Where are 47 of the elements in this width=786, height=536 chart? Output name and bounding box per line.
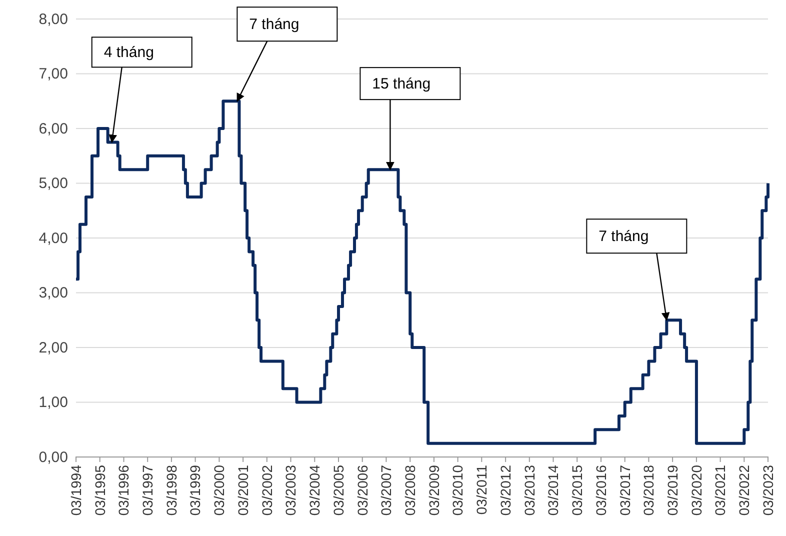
x-tick-label: 03/1999 [187, 464, 204, 516]
x-tick-label: 03/2005 [330, 464, 346, 516]
label-box: 7 tháng [236, 6, 338, 42]
x-tick-label: 03/2004 [306, 464, 323, 516]
x-tick-label: 03/2016 [592, 464, 609, 516]
x-tick-label: 03/2015 [569, 464, 585, 516]
x-tick-label: 03/2012 [497, 464, 514, 516]
y-tick-label: 6,00 [38, 120, 68, 138]
x-tick-label: 03/2002 [258, 464, 275, 516]
annotation: 15 tháng [372, 76, 431, 93]
y-tick-label: 1,00 [38, 394, 68, 412]
x-tick-label: 03/2023 [760, 464, 776, 516]
label-box: 15 tháng [360, 67, 461, 100]
label-box: 4 tháng [91, 36, 192, 68]
y-tick-label: 5,00 [38, 175, 68, 192]
x-tick-label: 03/1996 [116, 464, 132, 516]
x-tick-label: 03/2001 [234, 464, 251, 516]
x-tick-label: 03/2011 [474, 464, 490, 515]
annotation: 7 tháng [598, 228, 649, 246]
x-tick-label: 03/2019 [664, 464, 680, 516]
x-tick-label: 03/2009 [426, 464, 442, 516]
x-tick-label: 03/2003 [282, 464, 299, 516]
x-tick-label: 03/2013 [521, 464, 538, 516]
x-tick-label: 03/2000 [211, 464, 228, 516]
y-tick-label: 2,00 [38, 339, 68, 356]
label-box: 7 tháng [586, 218, 688, 254]
x-tick-label: 03/2007 [378, 464, 394, 516]
x-tick-label: 03/2018 [640, 464, 657, 516]
y-tick-label: 8,00 [38, 10, 68, 28]
x-tick-label: 03/2014 [545, 464, 562, 516]
y-tick-label: 7,00 [38, 66, 68, 83]
x-tick-label: 03/1998 [163, 464, 180, 516]
y-tick-label: 3,00 [38, 284, 68, 302]
x-tick-label: 03/2017 [616, 464, 633, 516]
annotation: 4 tháng [104, 44, 154, 62]
x-tick-label: 03/2020 [688, 464, 704, 516]
y-tick-label: 4,00 [38, 230, 68, 247]
x-tick-label: 03/2021 [712, 464, 728, 516]
x-tick-label: 03/1997 [140, 464, 156, 516]
x-tick-label: 03/2006 [354, 464, 370, 516]
annotation: 7 tháng [249, 16, 300, 34]
x-tick-label: 03/1994 [68, 464, 84, 516]
x-tick-label: 03/1995 [92, 464, 108, 516]
x-tick-label: 03/2008 [402, 464, 418, 516]
x-tick-label: 03/2022 [736, 464, 752, 516]
y-tick-label: 0,00 [38, 448, 68, 466]
x-tick-label: 03/2010 [450, 464, 466, 516]
